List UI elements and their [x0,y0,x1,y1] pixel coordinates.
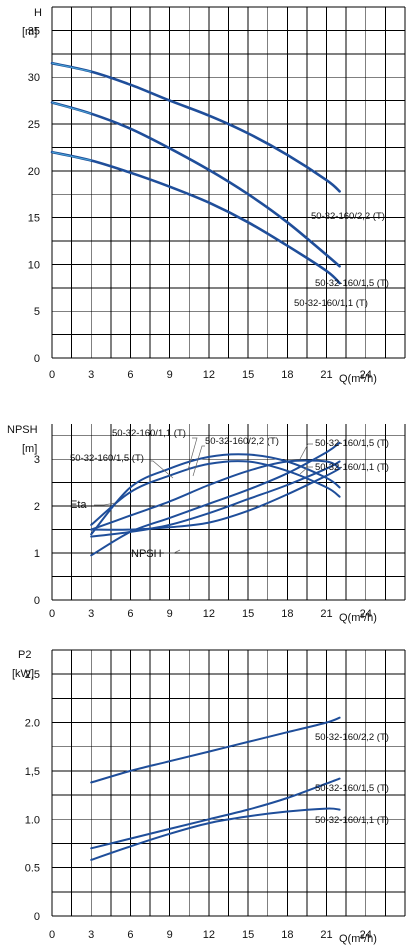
power-ytick-label: 0.5 [25,863,40,875]
npsh-xtick-label: 24 [360,608,372,620]
npsh-leaders [94,437,313,554]
npsh-ytick-label: 0 [34,595,40,607]
power-xtick-label: 12 [203,929,215,941]
power-xtick-label: 15 [242,929,254,941]
npsh-series-label-4: 50-32-160/1,1 (T) [315,462,389,473]
npsh-ytick-label: 2 [34,501,40,513]
power-series-label-2: 50-32-160/1,1 (T) [315,815,389,826]
head-xtick-label: 9 [167,369,173,381]
head-ytick-label: 25 [28,119,40,131]
power-ylabel: P2 [18,649,31,661]
npsh-yunit: [m] [22,443,37,455]
head-series-line-0 [50,61,341,193]
head-xlabel: Q(m³/h) [339,373,377,385]
power-ytick-label: 1.0 [25,814,40,826]
head-extrapolated-segment [51,151,92,161]
head-xtick-label: 0 [49,369,55,381]
head-xtick-label: 15 [242,369,254,381]
npsh-series-label-1: 50-32-160/1,1 (T) [112,428,186,439]
npsh-xlabel: Q(m³/h) [339,612,377,624]
head-chart: H [m] Q(m³/h) 50-32-160/2,2 (T) 50-32-16… [22,6,406,385]
power-grid [51,649,406,917]
power-yunit: [kW] [12,668,34,680]
leader-eta [94,502,116,506]
head-ytick-label: 15 [28,213,40,225]
power-ytick-label: 0 [34,911,40,923]
head-series-label-1: 50-32-160/1,5 (T) [315,278,389,289]
npsh-series-line-1 [90,460,341,526]
head-ytick-label: 20 [28,166,40,178]
power-xtick-label: 24 [360,929,372,941]
head-ylabel: H [34,7,42,19]
power-ytick-label: 1,5 [25,766,40,778]
eta-annotation: Eta [70,499,87,511]
power-xtick-label: 9 [167,929,173,941]
head-ytick-label: 35 [28,25,40,37]
head-ytick-label: 10 [28,259,40,271]
power-series-line-2 [90,807,341,861]
head-extrapolated-segment [51,101,92,115]
npsh-series-line-5 [90,467,341,531]
npsh-series-line-4 [90,460,341,538]
npsh-ytick-label: 1 [34,548,40,560]
leader-1-1-right [299,466,313,475]
head-series-label-0: 50-32-160/2,2 (T) [311,211,385,222]
head-series [50,61,341,285]
npsh-series [90,441,341,557]
power-xtick-label: 3 [88,929,94,941]
power-xtick-label: 0 [49,929,55,941]
leader-2-2-top [192,445,205,477]
head-series-line-2 [50,150,341,285]
power-series-label-0: 50-32-160/2,2 (T) [315,732,389,743]
npsh-xtick-label: 9 [167,608,173,620]
head-ytick-label: 5 [34,306,40,318]
leader-1-5-left [150,460,174,479]
head-series-line-1 [50,101,341,268]
head-xtick-label: 21 [320,369,332,381]
power-series-line-0 [90,716,341,784]
head-series-label-2: 50-32-160/1,1 (T) [294,298,368,309]
npsh-xtick-label: 21 [320,608,332,620]
leader-npsh [164,549,181,554]
leader-1-5-right [299,443,313,460]
npsh-annotation: NPSH [131,548,162,560]
npsh-xtick-label: 12 [203,608,215,620]
power-series-label-1: 50-32-160/1,5 (T) [315,783,389,794]
head-extrapolated-segment [51,62,92,73]
head-xtick-label: 24 [360,369,372,381]
npsh-series-line-2 [90,459,341,531]
head-ytick-label: 30 [28,72,40,84]
power-chart: P2 [kW] Q(m³/h) 50-32-160/2,2 (T) 50-32-… [12,649,406,945]
npsh-ytick-label: 3 [34,454,40,466]
head-xtick-label: 12 [203,369,215,381]
npsh-xtick-label: 18 [281,608,293,620]
power-series-line-1 [90,777,341,850]
power-xtick-label: 18 [281,929,293,941]
head-xtick-label: 18 [281,369,293,381]
npsh-ylabel: NPSH [7,424,38,436]
power-series [90,716,341,861]
npsh-chart: NPSH [m] Q(m³/h) Eta NPSH 50-32-160/1,5 … [7,424,406,624]
npsh-series-label-0: 50-32-160/1,5 (T) [70,453,144,464]
head-yunit: [m] [22,26,37,38]
power-xlabel: Q(m³/h) [339,933,377,945]
head-grid [51,6,406,359]
npsh-xtick-label: 0 [49,608,55,620]
power-ytick-label: 2,5 [25,669,40,681]
head-ytick-label: 0 [34,353,40,365]
head-xtick-label: 3 [88,369,94,381]
npsh-series-label-2: 50-32-160/2,2 (T) [205,436,279,447]
npsh-series-label-3: 50-32-160/1,5 (T) [315,438,389,449]
npsh-xtick-label: 3 [88,608,94,620]
leader-1-1-top [187,437,198,471]
head-xtick-label: 6 [127,369,133,381]
npsh-grid [51,424,406,601]
power-ytick-label: 2.0 [25,718,40,730]
power-xtick-label: 21 [320,929,332,941]
npsh-xtick-label: 15 [242,608,254,620]
power-xtick-label: 6 [127,929,133,941]
npsh-xtick-label: 6 [127,608,133,620]
